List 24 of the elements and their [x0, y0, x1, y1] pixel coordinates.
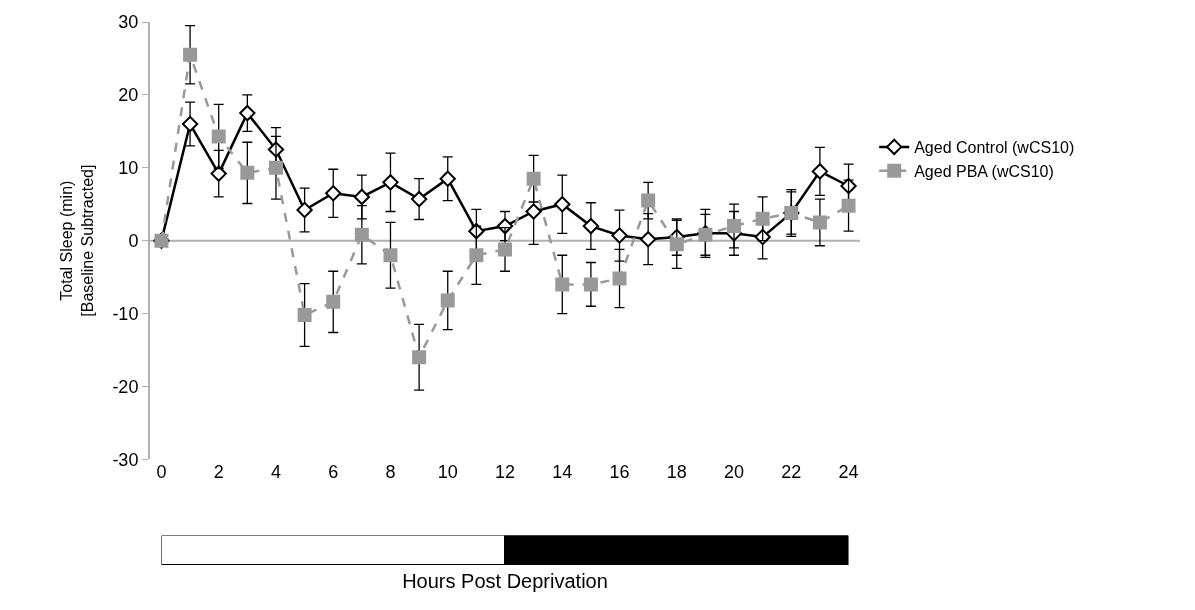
x-tick-label: 18 — [666, 462, 687, 483]
x-tick-label: 14 — [552, 462, 573, 483]
y-tick-label: -20 — [112, 376, 139, 397]
legend-label: Aged Control (wCS10) — [914, 139, 1075, 157]
y-tick-label: 0 — [128, 230, 139, 251]
y-tick-label: 20 — [118, 85, 139, 106]
y-tick-label: 10 — [118, 158, 139, 179]
x-tick-label: 24 — [838, 462, 859, 483]
x-tick-label: 12 — [494, 462, 516, 483]
y-tick-label: -10 — [112, 303, 139, 324]
x-tick-label: 2 — [213, 462, 224, 483]
y-tick-label: 30 — [118, 12, 139, 33]
x-tick-label: 16 — [609, 462, 630, 483]
x-tick-label: 0 — [156, 462, 167, 483]
x-tick-label: 20 — [724, 462, 745, 483]
legend-label: Aged PBA (wCS10) — [914, 162, 1054, 180]
x-axis-title: Hours Post Deprivation — [402, 569, 608, 592]
x-tick-label: 22 — [781, 462, 802, 483]
y-axis-title: Total Sleep (min) [Baseline Subtracted] — [57, 164, 96, 317]
x-tick-label: 8 — [385, 462, 396, 483]
y-tick-label: -30 — [112, 449, 139, 470]
x-tick-label: 10 — [437, 462, 458, 483]
x-tick-label: 4 — [270, 462, 281, 483]
x-tick-label: 6 — [328, 462, 339, 483]
